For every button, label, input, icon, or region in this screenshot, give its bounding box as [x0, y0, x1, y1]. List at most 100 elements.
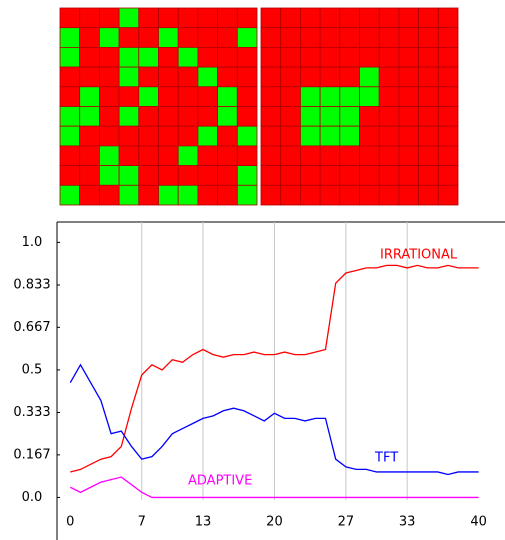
grid-cell [217, 86, 238, 107]
grid-cell [398, 47, 419, 68]
x-tick-label: 33 [399, 515, 416, 530]
grid-cell [339, 66, 360, 88]
grid-cell [378, 27, 400, 48]
grid-cell [378, 145, 400, 166]
grid-cell [418, 145, 439, 166]
grid-cell [197, 47, 218, 68]
grid-cell [217, 145, 238, 166]
grid-cell [158, 184, 179, 206]
grid-cell [398, 125, 419, 147]
grid-cell [118, 145, 140, 166]
grid-cell [398, 66, 419, 88]
grid-cell [236, 165, 258, 186]
grid-cell [99, 165, 120, 186]
grid-cell [197, 66, 218, 88]
grid-cell [118, 165, 140, 186]
grid-cell [378, 7, 400, 29]
grid-cell [260, 125, 282, 147]
grid-cell [260, 47, 282, 68]
series-label: ADAPTIVE [188, 474, 252, 489]
grid-cell [197, 106, 218, 127]
grid-cell [319, 145, 341, 166]
grid-cell [138, 7, 159, 29]
x-tick-label: 40 [470, 515, 487, 530]
grid-cell [280, 7, 301, 29]
grid-cell [418, 47, 439, 68]
grid-cell [339, 106, 360, 127]
grid-cell [197, 165, 218, 186]
grid-cell [418, 165, 439, 186]
grid-cell [197, 27, 218, 48]
grid-cell [177, 165, 199, 186]
grid-cell [437, 165, 459, 186]
x-tick-label: 27 [338, 515, 355, 530]
grid-cell [236, 66, 258, 88]
grid-cell [280, 165, 301, 186]
grid-cell [319, 27, 341, 48]
grid-cell [59, 145, 81, 166]
grid-cell [158, 145, 179, 166]
grid-cell [378, 106, 400, 127]
grid-cell [158, 66, 179, 88]
grid-cell [99, 125, 120, 147]
grid-cell [99, 66, 120, 88]
grid-cell [339, 125, 360, 147]
grid-cell [359, 125, 380, 147]
grid-cell [418, 106, 439, 127]
series-line [69, 476, 479, 499]
grid-cell [398, 106, 419, 127]
grid-cell [319, 47, 341, 68]
grid-cell [217, 27, 238, 48]
series-label: TFT [374, 451, 398, 466]
grid-cell [398, 27, 419, 48]
grid-cell [359, 66, 380, 88]
grid-cell [118, 7, 140, 29]
grid-cell [437, 7, 459, 29]
grid-cell [359, 47, 380, 68]
grid-cell [197, 86, 218, 107]
grid-cell [217, 184, 238, 206]
grid-cell [177, 47, 199, 68]
grid-cell [177, 66, 199, 88]
grid-cell [339, 165, 360, 186]
grid-cell [299, 106, 321, 127]
grid-cell [418, 184, 439, 206]
grid-cell [280, 47, 301, 68]
grid-cell [359, 106, 380, 127]
grid-cell [437, 125, 459, 147]
grid-cell [398, 145, 419, 166]
grid-cell [177, 86, 199, 107]
grid-cell [437, 27, 459, 48]
grid-cell [138, 165, 159, 186]
grid-cell [118, 106, 140, 127]
grid-cell [99, 27, 120, 48]
grid-cell [359, 86, 380, 107]
grid-cell [79, 27, 100, 48]
grid-cell [177, 184, 199, 206]
grid-cell [260, 27, 282, 48]
grid-cell [299, 47, 321, 68]
grid-cell [299, 7, 321, 29]
grid-cell [378, 165, 400, 186]
grid-cell [99, 145, 120, 166]
grid-cell [299, 145, 321, 166]
grid-cell [437, 66, 459, 88]
grid-cell [418, 66, 439, 88]
grid-cell [260, 66, 282, 88]
grid-cell [359, 165, 380, 186]
grid-cell [378, 66, 400, 88]
series-label: IRRATIONAL [380, 248, 458, 263]
grid-cell [59, 47, 81, 68]
y-tick-label: 0.5 [22, 362, 43, 377]
grid-cell [236, 47, 258, 68]
grid-cell [158, 106, 179, 127]
grid-cell [79, 106, 100, 127]
grid-cell [280, 66, 301, 88]
grid-cell [319, 106, 341, 127]
grid-cell [339, 145, 360, 166]
grid-cell [260, 7, 282, 29]
grid-cell [378, 86, 400, 107]
grid-cell [418, 7, 439, 29]
grid-cell [398, 7, 419, 29]
